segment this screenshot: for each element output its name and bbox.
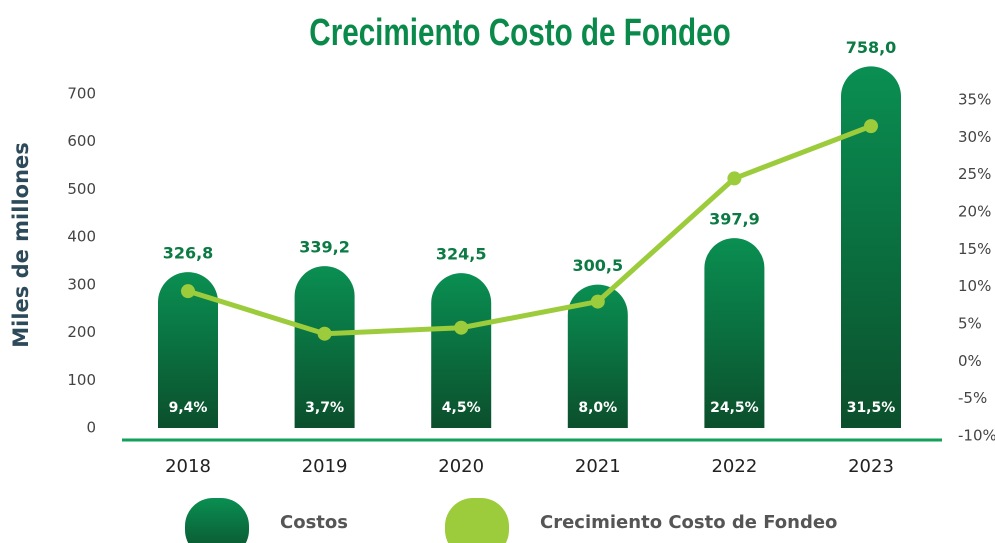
y-tick-label: 300 <box>67 275 96 293</box>
y-tick-label: 400 <box>67 228 96 246</box>
bar <box>704 238 765 428</box>
x-tick-label: 2023 <box>848 456 894 477</box>
y2-tick-label: 10% <box>958 277 991 295</box>
bar-value-label: 339,2 <box>299 238 350 257</box>
y2-tick-label: 35% <box>958 91 991 109</box>
chart-title: Crecimiento Costo de Fondeo <box>309 12 730 54</box>
y2-tick-label: -5% <box>958 389 987 407</box>
y-tick-label: 0 <box>86 419 96 437</box>
legend-label: Crecimiento Costo de Fondeo <box>540 512 837 533</box>
bar-percent-label: 3,7% <box>305 400 344 416</box>
bar <box>431 273 492 428</box>
line-point <box>590 294 605 309</box>
y2-tick-label: 15% <box>958 240 991 258</box>
bar <box>294 266 355 428</box>
bar <box>158 272 218 428</box>
y2-tick-label: 30% <box>958 128 991 146</box>
bar-value-label: 326,8 <box>163 244 214 263</box>
y-axis-label: Miles de millones <box>9 142 33 348</box>
x-tick-label: 2022 <box>711 456 757 477</box>
bar <box>841 66 901 429</box>
bar-value-label: 397,9 <box>709 210 760 229</box>
y2-tick-label: 5% <box>958 315 982 333</box>
bar-percent-label: 4,5% <box>442 400 481 416</box>
x-tick-label: 2020 <box>438 456 484 477</box>
line-point <box>727 171 742 186</box>
bar-value-label: 324,5 <box>436 245 487 264</box>
line-point <box>181 284 195 299</box>
x-tick-label: 2018 <box>165 456 211 477</box>
bar-percent-label: 8,0% <box>578 400 617 416</box>
line <box>187 123 872 337</box>
bar-percent-label: 24,5% <box>710 400 759 416</box>
y-tick-label: 500 <box>67 180 96 198</box>
bar-percent-label: 9,4% <box>169 400 208 416</box>
legend-swatch <box>445 498 509 543</box>
legend-label: Costos <box>280 512 348 533</box>
bar-value-label: 758,0 <box>846 38 897 57</box>
bar-percent-label: 31,5% <box>847 400 896 416</box>
y2-tick-label: 20% <box>958 203 991 221</box>
y-tick-label: 200 <box>67 323 96 341</box>
y-tick-label: 600 <box>67 132 96 150</box>
y2-tick-label: 25% <box>958 165 991 183</box>
line-point <box>864 119 878 134</box>
x-tick-label: 2021 <box>575 456 621 477</box>
line-point <box>317 326 332 341</box>
y2-tick-label: -10% <box>958 427 995 445</box>
y2-tick-label: 0% <box>958 352 982 370</box>
legend-swatch <box>185 498 249 543</box>
y-tick-label: 700 <box>67 85 96 103</box>
bar <box>567 284 628 428</box>
bar-value-label: 300,5 <box>572 256 623 275</box>
line-point <box>454 320 469 335</box>
y-tick-label: 100 <box>67 371 96 389</box>
x-tick-label: 2019 <box>302 456 348 477</box>
